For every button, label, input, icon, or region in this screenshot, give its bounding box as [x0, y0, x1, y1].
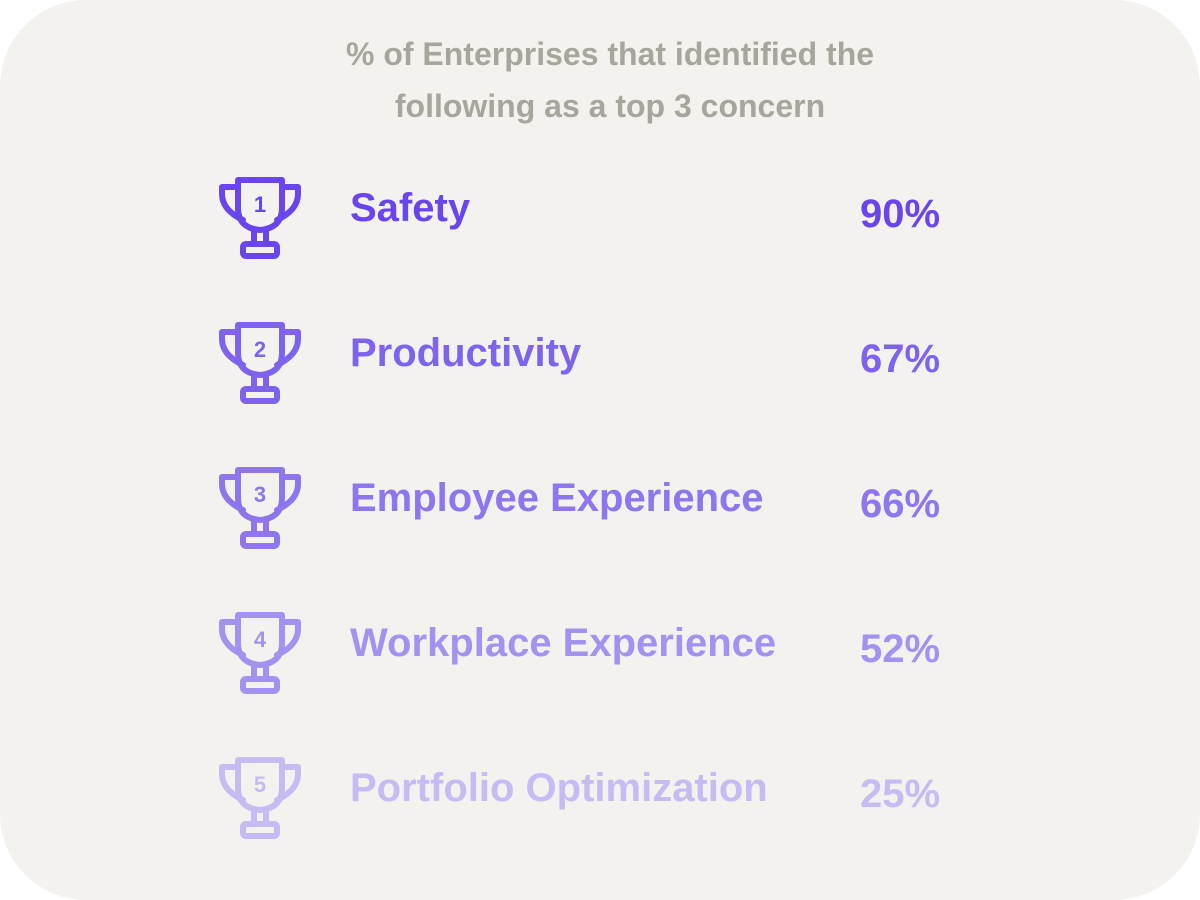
trophy-icon: 5	[219, 757, 301, 839]
trophy-base	[240, 821, 280, 839]
trophy-icon: 1	[219, 177, 301, 259]
trophy-handle-right	[274, 329, 301, 368]
trophy-handle-right	[274, 619, 301, 658]
rank-row-3: 3 Employee Experience 66%	[210, 462, 970, 558]
rank-row-1: 1 Safety 90%	[210, 172, 970, 268]
rank-value: 66%	[860, 482, 941, 526]
rank-value: 90%	[860, 192, 941, 236]
rank-row-2: 2 Productivity 67%	[210, 317, 970, 413]
rank-label: Productivity	[350, 331, 582, 375]
rank-value: 52%	[860, 627, 941, 671]
trophy-icon: 4	[219, 612, 301, 694]
trophy-rank-number: 2	[254, 337, 266, 362]
trophy-handle-right	[274, 474, 301, 513]
chart-title-line-1: % of Enterprises that identified the	[345, 36, 875, 72]
trophy-base	[240, 531, 280, 549]
trophy-handle-left	[219, 619, 246, 658]
trophy-handle-right	[274, 764, 301, 803]
trophy-handle-left	[219, 329, 246, 368]
chart-title-line-2: following as a top 3 concern	[394, 88, 826, 124]
trophy-rank-number: 3	[254, 482, 266, 507]
trophy-icon: 3	[219, 467, 301, 549]
rank-value: 67%	[860, 337, 941, 381]
trophy-base	[240, 241, 280, 259]
rank-row-5: 5 Portfolio Optimization 25%	[210, 752, 970, 848]
rank-value: 25%	[860, 772, 941, 816]
trophy-handle-right	[274, 184, 301, 223]
rank-label: Portfolio Optimization	[350, 766, 768, 810]
trophy-base	[240, 676, 280, 694]
rank-label: Workplace Experience	[350, 621, 777, 665]
rank-label: Employee Experience	[350, 476, 764, 520]
trophy-handle-left	[219, 764, 246, 803]
trophy-handle-left	[219, 184, 246, 223]
rank-label: Safety	[350, 186, 471, 230]
trophy-base	[240, 386, 280, 404]
trophy-rank-number: 1	[254, 192, 266, 217]
trophy-icon: 2	[219, 322, 301, 404]
trophy-rank-number: 5	[254, 772, 266, 797]
trophy-rank-number: 4	[254, 627, 267, 652]
chart-title: % of Enterprises that identified the fol…	[0, 28, 1200, 132]
trophy-handle-left	[219, 474, 246, 513]
rank-row-4: 4 Workplace Experience 52%	[210, 607, 970, 703]
